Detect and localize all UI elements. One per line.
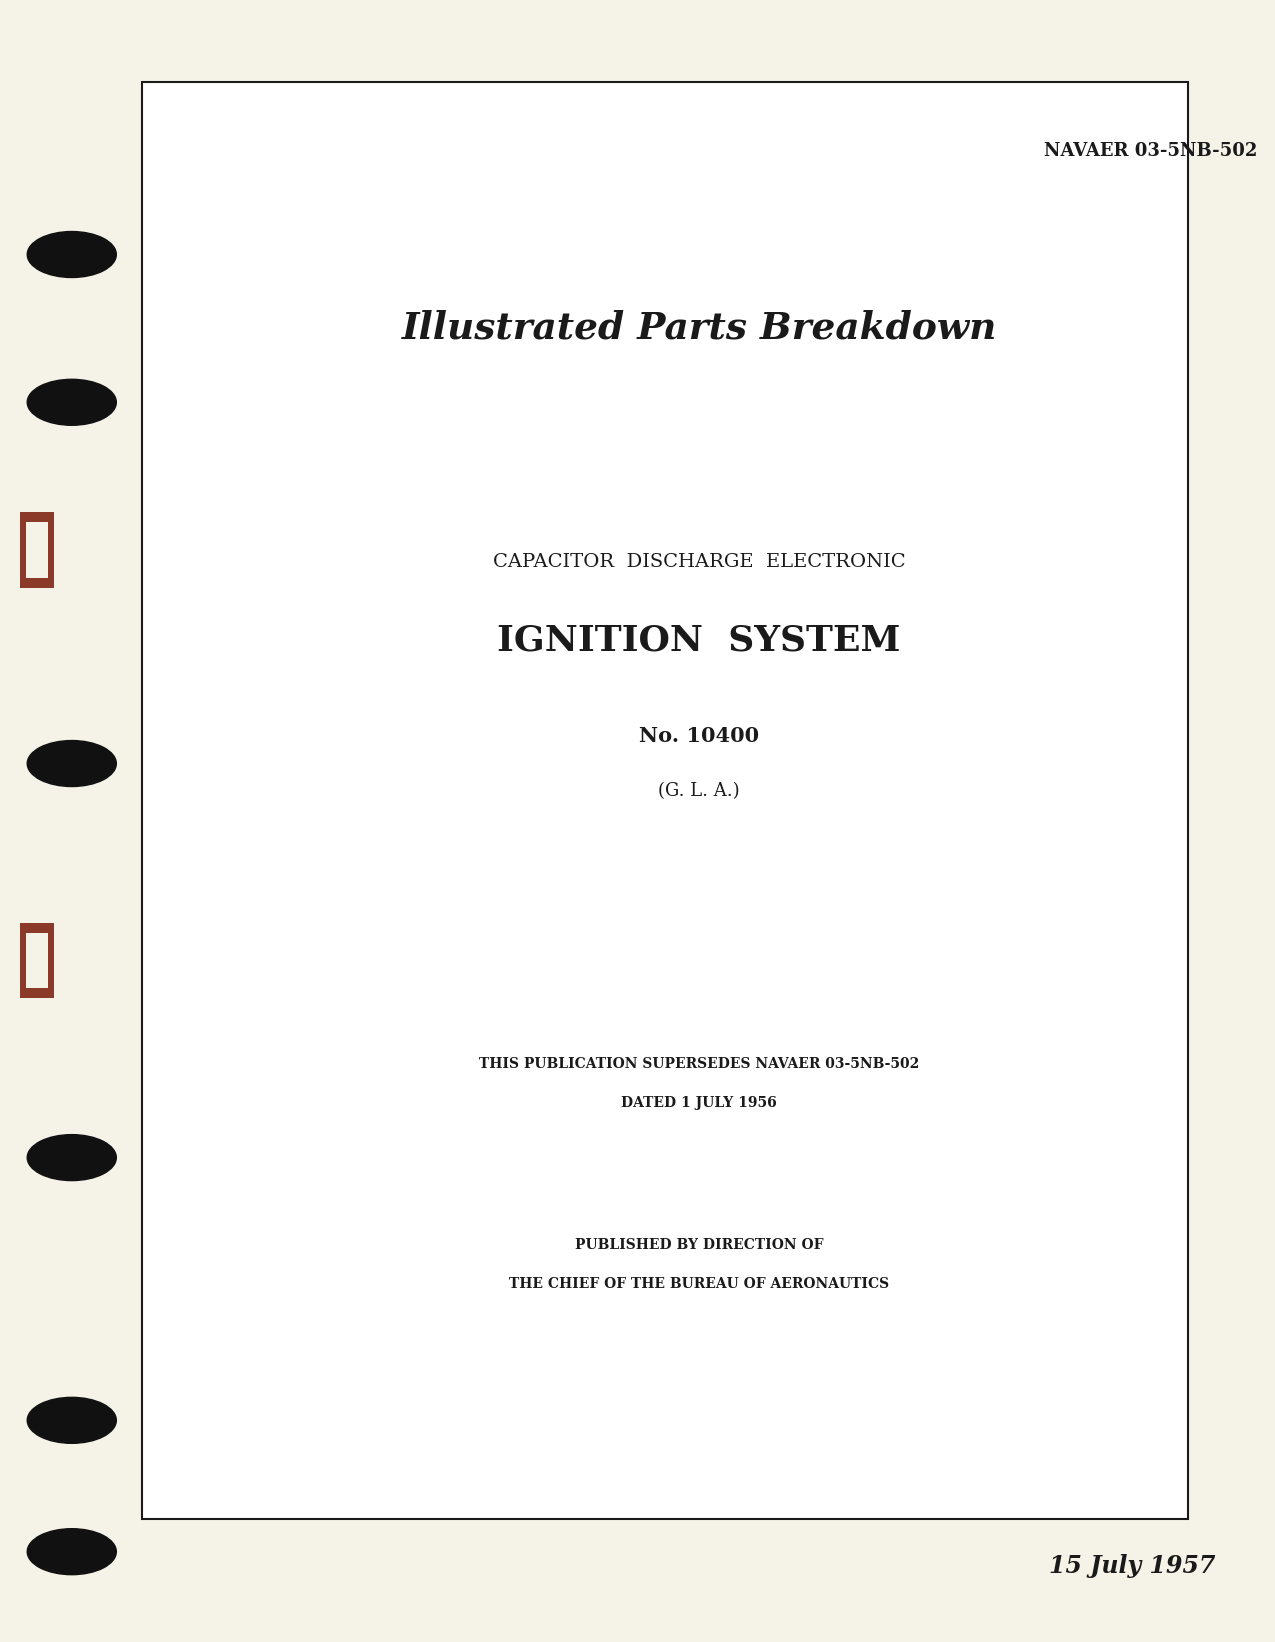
Ellipse shape	[27, 741, 116, 787]
FancyBboxPatch shape	[26, 933, 48, 988]
Ellipse shape	[27, 1397, 116, 1443]
Text: No. 10400: No. 10400	[639, 726, 759, 745]
Text: Illustrated Parts Breakdown: Illustrated Parts Breakdown	[402, 310, 997, 346]
Text: PUBLISHED BY DIRECTION OF: PUBLISHED BY DIRECTION OF	[575, 1238, 824, 1251]
Text: (G. L. A.): (G. L. A.)	[658, 783, 739, 800]
Ellipse shape	[27, 1135, 116, 1181]
Text: NAVAER 03-5NB-502: NAVAER 03-5NB-502	[1044, 143, 1257, 159]
FancyBboxPatch shape	[20, 923, 55, 998]
Text: DATED 1 JULY 1956: DATED 1 JULY 1956	[621, 1097, 776, 1110]
Ellipse shape	[27, 379, 116, 425]
Text: THE CHIEF OF THE BUREAU OF AERONAUTICS: THE CHIEF OF THE BUREAU OF AERONAUTICS	[509, 1277, 889, 1291]
FancyBboxPatch shape	[26, 522, 48, 578]
Ellipse shape	[27, 1529, 116, 1575]
Text: IGNITION  SYSTEM: IGNITION SYSTEM	[497, 624, 901, 657]
FancyBboxPatch shape	[20, 512, 55, 588]
Text: THIS PUBLICATION SUPERSEDES NAVAER 03-5NB-502: THIS PUBLICATION SUPERSEDES NAVAER 03-5N…	[479, 1057, 919, 1071]
Ellipse shape	[27, 232, 116, 277]
FancyBboxPatch shape	[143, 82, 1188, 1519]
Text: CAPACITOR  DISCHARGE  ELECTRONIC: CAPACITOR DISCHARGE ELECTRONIC	[493, 553, 905, 570]
Text: 15 July 1957: 15 July 1957	[1049, 1555, 1215, 1578]
